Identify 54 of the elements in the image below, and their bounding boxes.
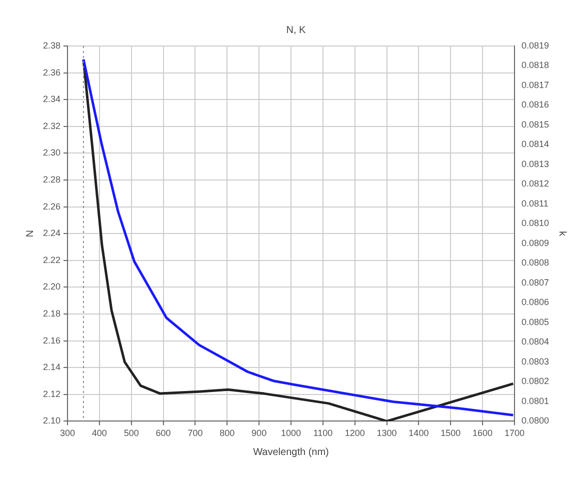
x-tick-label: 700 [188,428,203,438]
x-tick-label: 1400 [408,428,429,438]
x-tick-label: 1000 [280,428,302,438]
y2-tick-label: 0.0805 [521,316,550,327]
x-tick-label: 1700 [504,428,524,438]
y-tick-label: 2.10 [42,416,61,426]
y2-tick-label: 0.0810 [521,218,550,228]
x-tick-label: 400 [92,428,107,438]
y2-tick-label: 0.0813 [521,158,550,169]
x-axis-title: Wavelength (nm) [253,446,329,458]
y2-tick-label: 0.0804 [521,336,550,347]
y-tick-label: 2.12 [42,388,61,399]
y-tick-label: 2.28 [42,174,61,184]
x-tick-label: 300 [60,428,76,438]
y-tick-label: 2.38 [42,40,61,50]
y-tick-label: 2.24 [42,228,61,238]
x-tick-label: 1200 [344,428,365,438]
y-tick-label: 2.14 [42,362,61,372]
x-tick-label: 1500 [440,428,461,438]
y2-tick-label: 0.0807 [521,277,550,288]
y2-tick-label: 0.0811 [521,198,548,208]
y-tick-label: 2.32 [42,120,61,131]
y2-tick-label: 0.0816 [521,100,550,110]
y-tick-label: 2.36 [42,67,61,78]
y2-tick-label: 0.0815 [521,119,550,130]
y-tick-label: 2.16 [42,335,61,346]
y2-tick-label: 0.0803 [521,356,550,366]
x-tick-label: 1300 [376,428,397,438]
x-tick-label: 1600 [472,428,493,438]
y2-tick-label: 0.0812 [521,178,550,189]
x-tick-label: 900 [252,428,267,438]
y-tick-label: 2.18 [42,308,61,318]
y-tick-label: 2.34 [42,94,61,104]
y2-tick-label: 0.0801 [521,396,550,406]
y2-tick-label: 0.0817 [521,80,550,90]
x-tick-label: 600 [156,428,171,438]
y-tick-label: 2.22 [42,254,61,265]
y-tick-label: 2.30 [42,148,61,158]
chart-title: N, K [286,24,306,36]
y2-tick-label: 0.0806 [521,297,550,308]
y2-tick-label: 0.0818 [521,60,550,70]
y2-tick-label: 0.0814 [521,139,550,150]
y2-axis-title: k [556,231,568,238]
x-tick-label: 1100 [313,428,333,438]
y2-tick-label: 0.0802 [521,376,550,386]
y-tick-label: 2.26 [42,201,61,212]
x-tick-label: 800 [220,428,235,438]
y2-tick-label: 0.0800 [521,416,550,426]
y-axis-title: N [24,230,36,238]
y2-tick-label: 0.0808 [521,258,550,268]
y2-tick-label: 0.0819 [521,40,550,50]
y-tick-label: 2.20 [42,282,61,292]
x-tick-label: 500 [124,428,139,438]
y2-tick-label: 0.0809 [521,238,550,248]
